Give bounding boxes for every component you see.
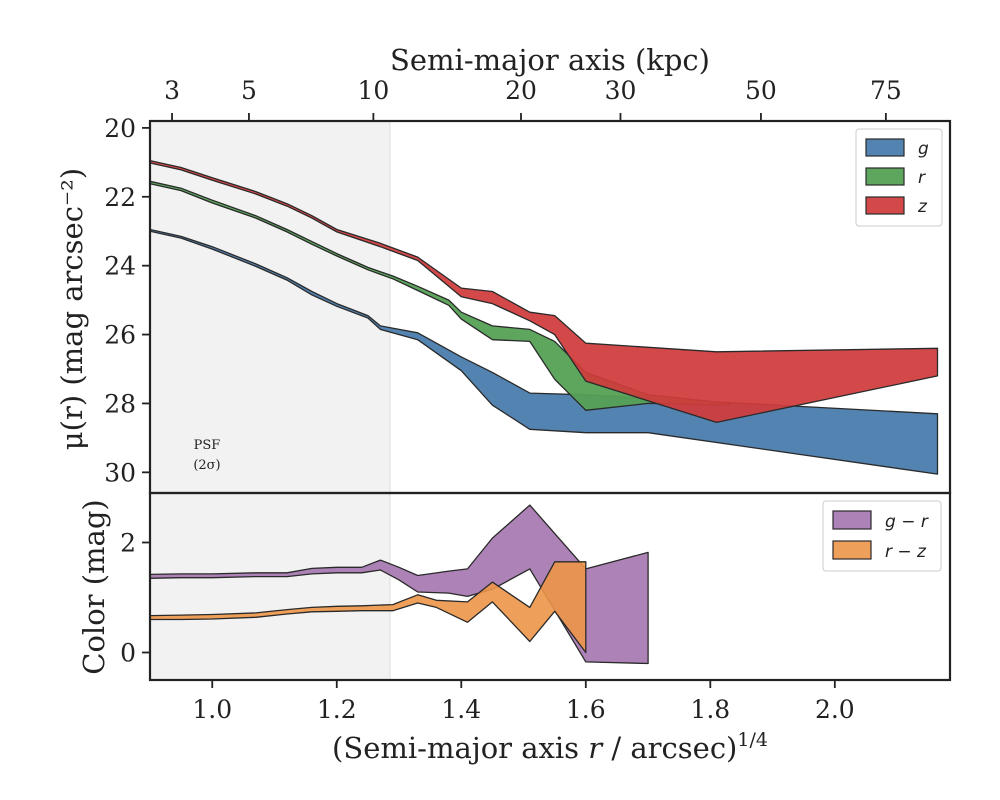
g-minus-r-band-area [150,504,649,665]
x-axis-label-prefix: (Semi-major axis [332,731,588,765]
legend-z-label: z [917,197,928,217]
bottom-x-tick-label: 1.0 [192,695,232,724]
bottom-x-tick-label: 1.2 [317,695,357,724]
psf-annotation-line2: (2σ) [193,458,220,473]
top-x-tick-label: 30 [605,76,637,105]
top-x-tick-label: 10 [357,76,389,105]
r-minus-z-band-area [150,561,587,654]
bottom-panel-frame [148,491,952,682]
legend-g-label: g [918,139,929,159]
legend-r-minus-z-swatch [832,540,872,560]
top-y-tick-label: 30 [104,458,136,487]
top-x-tick-label: 3 [164,76,180,105]
x-axis-label-exponent: 1/4 [737,729,768,751]
top-y-tick-label: 24 [104,252,136,281]
top-y-tick-label: 20 [104,114,136,143]
legend-z-swatch [865,196,905,215]
psf-shaded-region-layer [150,121,391,680]
bottom-y-tick-label: 2 [120,529,136,558]
top-x-tick-label: 50 [745,76,777,105]
axes-layer: 20 22 24 26 28 30 3 5 10 20 30 50 75 0 2 1.0 1.2 1.4 1.6 1.… [104,76,952,724]
top-axis-title: Semi-major axis (kpc) [390,43,710,77]
legend-r-minus-z-label: r − z [885,542,927,562]
color-plot [150,504,649,665]
top-x-tick-label: 75 [870,76,902,105]
top-y-tick-label: 22 [104,183,136,212]
bottom-y-tick-label: 0 [120,639,136,668]
legend-g-minus-r-label: g − r [885,512,929,532]
bottom-x-tick-label: 1.8 [690,695,730,724]
psf-annotation-line1: PSF [194,438,221,453]
top-y-tick-label: 26 [104,321,136,350]
bottom-panel-y-axis-label: Color (mag) [77,499,111,674]
legend-g-minus-r-swatch [832,510,872,530]
z-band-area [150,159,939,424]
x-axis-label-suffix: / arcsec) [602,731,737,765]
legend-g-swatch [865,138,905,157]
bottom-x-axis-label: (Semi-major axis r / arcsec)1/4 [332,729,768,765]
x-axis-label-variable: r [588,731,604,765]
legend: g − r r − z [822,500,942,572]
surface-brightness-bands [150,159,939,475]
bottom-x-tick-label: 1.4 [441,695,481,724]
legend-r-swatch [865,167,905,186]
top-y-tick-label: 28 [104,389,136,418]
top-panel-y-axis-label: μ(r) (mag arcsec⁻²) [55,168,89,450]
legend: grz [855,128,943,227]
legend-r-label: r [918,168,926,188]
bottom-x-tick-label: 1.6 [566,695,606,724]
surface-brightness-plot [150,159,939,475]
psf-shaded-region [150,121,390,680]
top-x-tick-label: 20 [505,76,537,105]
bottom-x-tick-label: 2.0 [815,695,855,724]
top-x-tick-label: 5 [241,76,257,105]
color-bands [150,504,649,665]
